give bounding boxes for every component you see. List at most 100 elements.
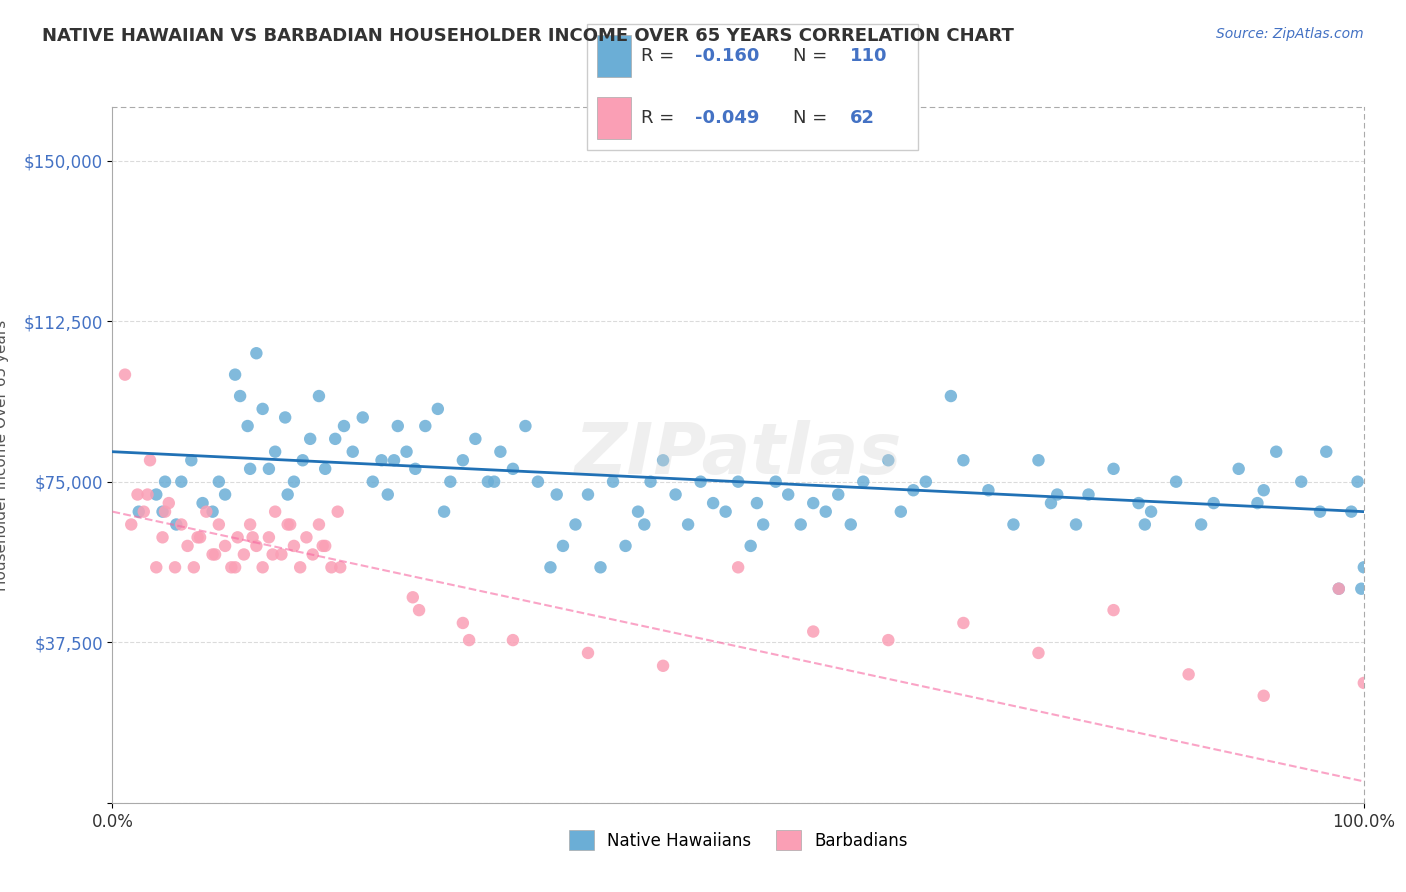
Point bbox=[1291, 475, 1313, 489]
Point bbox=[352, 410, 374, 425]
Point bbox=[1039, 496, 1063, 510]
Point bbox=[676, 517, 699, 532]
FancyBboxPatch shape bbox=[586, 23, 918, 151]
Point bbox=[439, 475, 461, 489]
Point bbox=[451, 453, 474, 467]
Point bbox=[361, 475, 384, 489]
Point bbox=[664, 487, 686, 501]
Point bbox=[114, 368, 136, 382]
Point bbox=[1177, 667, 1199, 681]
Point bbox=[188, 530, 211, 544]
Point bbox=[377, 487, 399, 501]
Point bbox=[977, 483, 1000, 498]
Point bbox=[890, 505, 912, 519]
Point bbox=[589, 560, 612, 574]
Point bbox=[270, 548, 292, 562]
Point bbox=[229, 389, 252, 403]
Text: Source: ZipAtlas.com: Source: ZipAtlas.com bbox=[1216, 27, 1364, 41]
Point bbox=[245, 539, 267, 553]
Point bbox=[326, 505, 349, 519]
Point bbox=[502, 462, 524, 476]
Point bbox=[801, 624, 824, 639]
Point bbox=[132, 505, 155, 519]
Point bbox=[702, 496, 724, 510]
Point bbox=[1133, 517, 1156, 532]
Point bbox=[877, 633, 900, 648]
Point bbox=[395, 444, 418, 458]
Point bbox=[727, 560, 749, 574]
Point bbox=[152, 505, 174, 519]
Point bbox=[245, 346, 267, 360]
Point bbox=[745, 496, 768, 510]
Point bbox=[1102, 462, 1125, 476]
Point bbox=[1265, 444, 1288, 458]
Point bbox=[1253, 483, 1275, 498]
Point bbox=[1140, 505, 1163, 519]
Text: ZIPatlas: ZIPatlas bbox=[575, 420, 901, 490]
Point bbox=[208, 517, 231, 532]
Point bbox=[546, 487, 568, 501]
Point bbox=[224, 368, 246, 382]
Point bbox=[464, 432, 486, 446]
Point bbox=[308, 389, 330, 403]
Point bbox=[633, 517, 655, 532]
Point bbox=[877, 453, 900, 467]
Point bbox=[477, 475, 499, 489]
Point bbox=[128, 505, 150, 519]
Point bbox=[163, 560, 186, 574]
Point bbox=[408, 603, 430, 617]
Point bbox=[939, 389, 962, 403]
Y-axis label: Householder Income Over 65 years: Householder Income Over 65 years bbox=[0, 319, 10, 591]
Point bbox=[1028, 646, 1050, 660]
Point bbox=[329, 560, 352, 574]
Text: N =: N = bbox=[793, 47, 832, 65]
Point bbox=[274, 410, 297, 425]
Point bbox=[652, 658, 675, 673]
Point bbox=[283, 475, 305, 489]
Point bbox=[290, 560, 312, 574]
Point bbox=[387, 419, 409, 434]
Point bbox=[903, 483, 925, 498]
Point bbox=[323, 432, 346, 446]
Point bbox=[1002, 517, 1025, 532]
Point bbox=[145, 487, 167, 501]
Point bbox=[778, 487, 800, 501]
Point bbox=[852, 475, 875, 489]
Point bbox=[640, 475, 662, 489]
Point bbox=[614, 539, 637, 553]
Point bbox=[752, 517, 775, 532]
Point bbox=[576, 487, 599, 501]
Point bbox=[333, 419, 356, 434]
Point bbox=[232, 548, 254, 562]
Point bbox=[1227, 462, 1250, 476]
Point bbox=[1202, 496, 1225, 510]
Text: -0.049: -0.049 bbox=[695, 109, 759, 127]
Point bbox=[283, 539, 305, 553]
Point bbox=[426, 401, 449, 416]
Point bbox=[120, 517, 142, 532]
Point bbox=[153, 505, 176, 519]
Point bbox=[204, 548, 226, 562]
Point bbox=[827, 487, 849, 501]
Text: 62: 62 bbox=[851, 109, 875, 127]
Point bbox=[627, 505, 650, 519]
Point bbox=[170, 517, 193, 532]
Point bbox=[564, 517, 586, 532]
Point bbox=[1189, 517, 1212, 532]
Point bbox=[1353, 560, 1375, 574]
Point bbox=[239, 462, 262, 476]
Point bbox=[314, 539, 336, 553]
Text: NATIVE HAWAIIAN VS BARBADIAN HOUSEHOLDER INCOME OVER 65 YEARS CORRELATION CHART: NATIVE HAWAIIAN VS BARBADIAN HOUSEHOLDER… bbox=[42, 27, 1014, 45]
Point bbox=[404, 462, 426, 476]
Point bbox=[839, 517, 862, 532]
Point bbox=[145, 560, 167, 574]
Point bbox=[221, 560, 243, 574]
Point bbox=[433, 505, 456, 519]
Point bbox=[301, 548, 323, 562]
Point bbox=[1353, 676, 1375, 690]
Point bbox=[1246, 496, 1268, 510]
Point bbox=[157, 496, 180, 510]
Point bbox=[790, 517, 813, 532]
Text: R =: R = bbox=[641, 109, 681, 127]
Legend: Native Hawaiians, Barbadians: Native Hawaiians, Barbadians bbox=[562, 823, 914, 857]
